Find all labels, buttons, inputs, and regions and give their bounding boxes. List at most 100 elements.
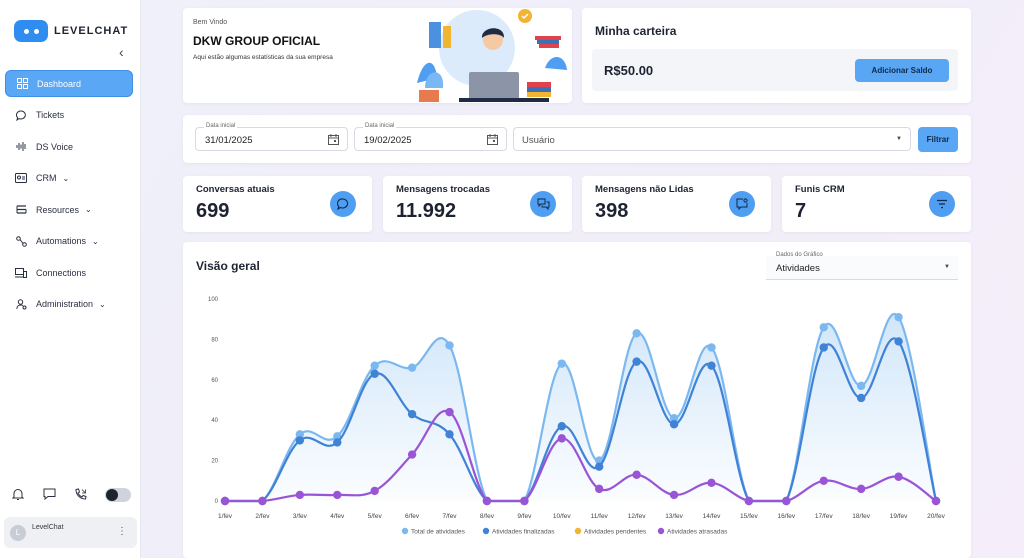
data-point	[782, 496, 791, 506]
sidebar-item-tickets[interactable]: Tickets	[5, 102, 133, 129]
data-point	[333, 438, 342, 447]
data-point	[894, 337, 903, 346]
data-point	[819, 343, 828, 352]
x-tick-label: 9/fev	[517, 513, 532, 520]
stat-value: 11.992	[396, 200, 457, 222]
welcome-subtitle: Aqui estão algumas estatísticas da sua e…	[193, 54, 333, 61]
message-icon[interactable]	[43, 488, 57, 502]
x-tick-label: 6/fev	[405, 513, 420, 520]
user-name: LevelChat	[32, 524, 64, 531]
welcome-greeting: Bem Vindo	[193, 19, 228, 26]
x-tick-label: 5/fev	[368, 513, 383, 520]
sidebar-item-administration[interactable]: Administration ⌄	[5, 291, 133, 318]
data-point	[856, 484, 866, 494]
data-point	[707, 343, 716, 352]
user-select[interactable]: Usuário ▼	[513, 127, 911, 151]
chats-icon	[530, 191, 556, 217]
phone-icon[interactable]	[74, 488, 88, 502]
waveform-icon	[15, 141, 27, 153]
stat-label: Mensagens trocadas	[396, 184, 490, 195]
data-point	[370, 361, 379, 370]
sidebar-item-resources[interactable]: Resources ⌄	[5, 196, 133, 223]
legend-marker	[482, 527, 490, 535]
sidebar-item-label: Resources	[36, 204, 80, 215]
stat-value: 398	[595, 200, 629, 222]
legend-marker	[401, 527, 409, 535]
data-point	[445, 407, 454, 417]
unread-message-icon	[729, 191, 755, 217]
stat-card-crm-funnels: Funis CRM 7	[782, 176, 971, 232]
sidebar-item-crm[interactable]: CRM ⌄	[5, 165, 133, 192]
chevron-down-icon: ⌄	[62, 173, 70, 183]
sidebar-item-connections[interactable]: Connections	[5, 259, 133, 286]
wallet-balance-box: R$50.00 Adicionar Saldo	[592, 49, 958, 91]
data-point	[557, 422, 566, 431]
data-point	[557, 434, 566, 443]
data-point	[856, 381, 866, 391]
brand-name: LEVELCHAT	[54, 25, 129, 37]
stat-card-messages: Mensagens trocadas 11.992	[383, 176, 572, 232]
data-point	[669, 420, 679, 429]
data-point	[931, 496, 941, 506]
calendar-icon[interactable]	[487, 134, 498, 145]
sidebar-item-ds-voice[interactable]: DS Voice	[5, 133, 133, 160]
chevron-down-icon: ⌄	[99, 299, 106, 309]
end-date-field[interactable]: Data inicial 19/02/2025	[354, 123, 507, 151]
data-point	[632, 357, 641, 366]
stat-card-unread: Mensagens não Lidas 398	[582, 176, 771, 232]
add-balance-button[interactable]: Adicionar Saldo	[855, 59, 949, 82]
sidebar-item-dashboard[interactable]: Dashboard	[5, 70, 133, 97]
x-tick-label: 1/fev	[218, 513, 233, 520]
filter-icon	[929, 191, 955, 217]
logo[interactable]: LEVELCHAT	[14, 20, 128, 42]
x-tick-label: 20/fev	[927, 513, 945, 520]
data-point	[258, 496, 267, 506]
sidebar-item-automations[interactable]: Automations ⌄	[5, 228, 133, 255]
stat-label: Conversas atuais	[196, 184, 275, 195]
theme-toggle[interactable]	[105, 488, 131, 502]
data-point	[370, 486, 379, 496]
stack-icon	[15, 204, 27, 216]
data-point	[445, 430, 454, 439]
y-tick-label: 20	[211, 459, 218, 465]
data-point	[894, 472, 903, 481]
grid-icon	[16, 78, 28, 90]
data-point	[856, 393, 866, 403]
calendar-icon[interactable]	[328, 134, 339, 145]
more-vertical-icon[interactable]: ⋮	[117, 526, 127, 537]
start-date-field[interactable]: Data inicial 31/01/2025	[195, 123, 348, 151]
sidebar-item-label: Connections	[36, 267, 87, 278]
data-point	[482, 496, 492, 506]
chart-data-select[interactable]: Dados do Gráfico Atividades ▼	[766, 252, 958, 280]
sidebar-item-label: Administration	[36, 299, 94, 309]
x-tick-label: 13/fev	[665, 513, 683, 520]
x-tick-label: 12/fev	[628, 513, 646, 520]
sidebar: LEVELCHAT ‹ Dashboard Tickets DS Voice C	[0, 0, 141, 558]
data-point	[707, 361, 716, 370]
data-point	[220, 496, 230, 506]
overview-title: Visão geral	[196, 259, 260, 273]
chevron-left-icon[interactable]: ‹	[119, 44, 124, 60]
data-point	[295, 490, 305, 500]
data-point	[595, 462, 604, 471]
bell-icon[interactable]	[12, 488, 26, 502]
flow-icon	[15, 235, 27, 247]
data-point	[819, 323, 828, 332]
y-tick-label: 60	[211, 378, 218, 384]
data-point	[894, 312, 903, 322]
user-menu[interactable]: L LevelChat ⋮	[4, 517, 137, 548]
id-card-icon	[15, 172, 27, 184]
caret-down-icon: ▼	[944, 264, 950, 270]
x-tick-label: 7/fev	[442, 513, 457, 520]
series-line	[225, 337, 938, 503]
data-point	[520, 496, 529, 506]
series-line	[225, 313, 938, 503]
data-point	[595, 484, 604, 494]
filter-button[interactable]: Filtrar	[918, 127, 958, 152]
sidebar-item-label: Automations	[36, 236, 87, 246]
x-tick-label: 15/fev	[740, 513, 758, 520]
data-point	[295, 436, 305, 445]
legend-label: Atividades finalizadas	[492, 529, 555, 536]
data-point	[407, 363, 417, 372]
data-point	[744, 496, 754, 506]
